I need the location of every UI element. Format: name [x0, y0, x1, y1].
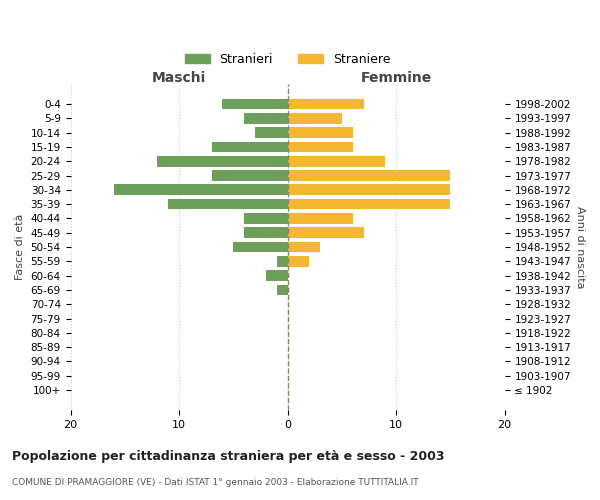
- Bar: [287, 213, 353, 224]
- Text: Femmine: Femmine: [361, 72, 432, 86]
- Bar: [114, 184, 287, 195]
- Bar: [244, 113, 287, 124]
- Bar: [287, 184, 451, 195]
- Text: Popolazione per cittadinanza straniera per età e sesso - 2003: Popolazione per cittadinanza straniera p…: [12, 450, 445, 463]
- Bar: [212, 170, 287, 181]
- Bar: [287, 156, 385, 166]
- Bar: [244, 213, 287, 224]
- Bar: [287, 242, 320, 252]
- Legend: Stranieri, Straniere: Stranieri, Straniere: [179, 48, 395, 70]
- Bar: [277, 284, 287, 296]
- Bar: [223, 98, 287, 110]
- Bar: [266, 270, 287, 281]
- Text: COMUNE DI PRAMAGGIORE (VE) - Dati ISTAT 1° gennaio 2003 - Elaborazione TUTTITALI: COMUNE DI PRAMAGGIORE (VE) - Dati ISTAT …: [12, 478, 419, 487]
- Y-axis label: Fasce di età: Fasce di età: [15, 214, 25, 280]
- Bar: [255, 127, 287, 138]
- Bar: [287, 142, 353, 152]
- Text: Maschi: Maschi: [152, 72, 206, 86]
- Bar: [287, 256, 309, 266]
- Y-axis label: Anni di nascita: Anni di nascita: [575, 206, 585, 288]
- Bar: [157, 156, 287, 166]
- Bar: [168, 199, 287, 209]
- Bar: [277, 256, 287, 266]
- Bar: [287, 98, 364, 110]
- Bar: [287, 127, 353, 138]
- Bar: [212, 142, 287, 152]
- Bar: [233, 242, 287, 252]
- Bar: [287, 228, 364, 238]
- Bar: [287, 199, 451, 209]
- Bar: [244, 228, 287, 238]
- Bar: [287, 170, 451, 181]
- Bar: [287, 113, 342, 124]
